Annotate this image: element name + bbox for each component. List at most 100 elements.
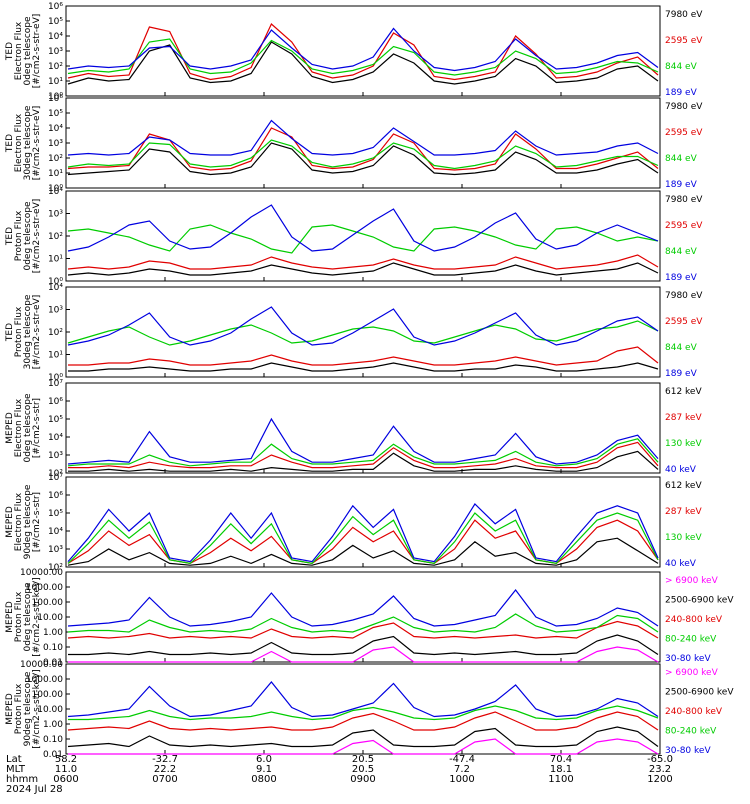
series-line-612-kev [68,450,659,472]
y-tick-label: 10¹ [48,351,63,361]
series-line-2595-ev [67,23,659,81]
x-tick-label-lat: -47.4 [449,754,475,765]
y-axis-label-line: MEPED [5,412,15,444]
x-tick-label-lat: 6.0 [256,754,272,765]
legend-entry: 80-240 keV [665,727,717,737]
legend-entry: 189 eV [665,369,698,379]
y-axis-label-line: Electron Flux [14,21,24,80]
legend-entry: 40 keV [665,465,697,475]
y-axis-label-line: [#/cm2-s-str-eV] [32,199,42,274]
y-tick-label: 10³ [48,306,63,316]
y-tick-label: 10.00 [37,613,63,623]
y-tick-label: 10⁶ [48,491,63,501]
series-line-80-240-kev [68,705,659,721]
y-tick-label: 10⁵ [48,17,63,27]
y-tick-label: 10⁴ [48,32,63,42]
y-axis-label-line: 0deg telescope [23,393,33,463]
y-tick-label: 1000.00 [26,675,63,685]
y-tick-label: 10⁵ [48,415,63,425]
series-line-2595-ev [67,254,659,270]
y-tick-label: 10.00 [37,705,63,715]
y-axis-label-line: [#/cm2-s-str] [32,492,42,552]
y-axis-label-line: [#/cm2-s-str-eV] [32,14,42,89]
y-axis-label-line: 90deg telescope [23,671,33,746]
x-tick-label-time: 1100 [548,774,573,785]
legend-entry: 40 keV [665,559,697,569]
legend-entry: 7980 eV [665,102,703,112]
x-tick-label-mlt: 22.2 [154,764,176,775]
y-tick-label: 10⁴ [48,187,63,197]
x-tick-label-lat: 58.2 [55,754,77,765]
y-axis-label-line: Electron Flux [14,398,24,457]
y-tick-label: 10⁷ [48,379,63,389]
x-row-label-mlt: MLT [6,764,26,775]
series-line-7980-ev [68,362,659,372]
legend-entry: 189 eV [665,273,698,283]
panel-frame [65,5,661,97]
y-tick-label: 10⁰ [48,277,63,287]
y-axis-label-line: [#/cm2-s-str-keV] [32,669,42,748]
legend-entry: 287 keV [665,507,702,517]
y-tick-label: 10³ [48,210,63,220]
y-tick-label: 1.00 [43,628,63,638]
panel-8: 0.01 0.10 1.00 10.00 100.00 1000.00 10000.00 ME… [5,660,734,760]
y-tick-label: 100.00 [32,690,64,700]
x-tick-label-lat: -65.0 [647,754,673,765]
y-tick-label: 10⁰ [48,184,63,194]
y-tick-label: 10¹ [48,169,63,179]
series-line-287-kev [68,441,659,469]
legend-entry: 189 eV [665,180,698,190]
series-line--6900-kev [68,646,659,663]
y-axis-label-line: TED [5,134,15,153]
series-line-287-kev [67,519,659,565]
legend-entry: 844 eV [665,62,698,72]
y-axis-label-line: 0deg telescope [23,16,33,86]
series-line-189-ev [67,306,659,346]
x-tick-label-mlt: 11.0 [55,764,77,775]
y-axis-label-line: MEPED [5,601,15,633]
panel-2: 10⁰ 10¹ 10² 10³ 10⁴ 10⁵ 10⁶ TED Electron Flux 30d… [5,94,703,194]
series-line-2500-6900-kev [68,634,659,656]
series-line-844-ev [67,320,659,346]
legend-entry: 130 keV [665,439,702,449]
legend-entry: 844 eV [665,343,698,353]
y-tick-label: 10⁴ [48,283,63,293]
legend-entry: > 6900 keV [665,668,719,678]
legend-entry: 2500-6900 keV [665,688,734,698]
panel-4: 10⁰ 10¹ 10² 10³ 10⁴ TED Proton Flux 30deg teles… [5,283,703,383]
panel-7: 0.01 0.10 1.00 10.00 100.00 1000.00 10000.00 ME… [5,568,734,668]
series-line-7980-ev [67,41,659,85]
series-line-130-kev [67,512,659,565]
y-axis-label-line: Electron Flux [14,492,24,551]
legend-entry: 189 eV [665,88,698,98]
y-tick-label: 10² [48,469,63,479]
x-row-label-hhmm: hhmm [6,774,38,785]
y-tick-label: 10000.00 [20,660,63,670]
legend-entry: 2595 eV [665,128,703,138]
x-tick-label-time: 0700 [152,774,177,785]
y-tick-label: 10⁴ [48,527,63,537]
y-tick-label: 10³ [48,47,63,57]
y-axis-label-line: [#/cm2-s-str-eV] [32,106,42,181]
legend-entry: 30-80 keV [665,654,711,664]
series-line-189-ev [67,204,659,252]
y-tick-label: 10⁵ [48,509,63,519]
y-tick-label: 10³ [48,139,63,149]
x-tick-label-mlt: 7.2 [454,764,470,775]
legend-entry: 240-800 keV [665,707,723,717]
legend-entry: 844 eV [665,154,698,164]
y-tick-label: 10⁰ [48,373,63,383]
legend-entry: > 6900 keV [665,576,719,586]
series-line-240-800-kev [67,620,659,639]
y-axis-label-line: TED [5,42,15,61]
legend-entry: 80-240 keV [665,635,717,645]
series-line-844-ev [67,224,659,254]
y-axis-label-line: Proton Flux [14,306,24,357]
panel-3: 10⁰ 10¹ 10² 10³ 10⁴ TED Proton Flux 0deg telesc… [5,187,703,287]
y-axis-label-line: [#/cm2-s-str-keV] [32,577,42,656]
y-tick-label: 10² [48,232,63,242]
series-line-30-80-kev [67,589,659,627]
y-axis-label-line: Electron Flux [14,113,24,172]
